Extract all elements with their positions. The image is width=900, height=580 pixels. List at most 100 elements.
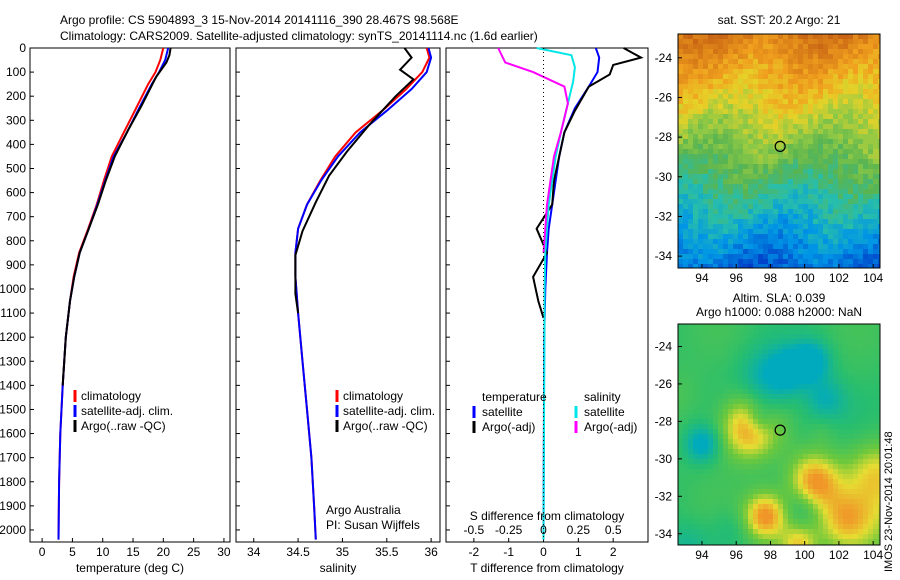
heatmap-cell [843, 204, 848, 209]
heatmap-cell [818, 539, 823, 544]
heatmap-cell [793, 114, 798, 119]
heatmap-cell [878, 389, 880, 394]
heatmap-cell [728, 164, 733, 169]
heatmap-cell [753, 69, 758, 74]
heatmap-cell [783, 354, 788, 359]
heatmap-cell [748, 514, 753, 519]
heatmap-cell [748, 354, 753, 359]
heatmap-cell [743, 389, 748, 394]
heatmap-cell [878, 104, 880, 109]
heatmap-cell [753, 249, 758, 254]
heatmap-cell [738, 454, 743, 459]
heatmap-cell [778, 114, 783, 119]
heatmap-cell [798, 444, 803, 449]
heatmap-cell [708, 344, 713, 349]
heatmap-cell [728, 429, 733, 434]
heatmap-cell [703, 324, 708, 329]
heatmap-cell [828, 174, 833, 179]
heatmap-cell [833, 484, 838, 489]
heatmap-cell [828, 39, 833, 44]
heatmap-cell [858, 524, 863, 529]
heatmap-cell [798, 324, 803, 329]
heatmap-cell [708, 129, 713, 134]
heatmap-cell [758, 259, 763, 264]
heatmap-cell [848, 449, 853, 454]
heatmap-cell [823, 424, 828, 429]
heatmap-cell [858, 144, 863, 149]
heatmap-cell [713, 234, 718, 239]
heatmap-cell [778, 524, 783, 529]
heatmap-cell [853, 444, 858, 449]
heatmap-cell [738, 539, 743, 544]
heatmap-cell [723, 439, 728, 444]
heatmap-cell [718, 534, 723, 539]
heatmap-cell [678, 74, 683, 79]
heatmap-cell [688, 239, 693, 244]
heatmap-cell [738, 429, 743, 434]
heatmap-cell [843, 119, 848, 124]
heatmap-cell [798, 64, 803, 69]
heatmap-cell [703, 99, 708, 104]
heatmap-cell [858, 414, 863, 419]
heatmap-cell [868, 164, 873, 169]
heatmap-cell [863, 419, 868, 424]
heatmap-cell [678, 509, 683, 514]
heatmap-cell [693, 139, 698, 144]
heatmap-cell [808, 164, 813, 169]
heatmap-cell [678, 364, 683, 369]
heatmap-cell [688, 244, 693, 249]
heatmap-cell [758, 364, 763, 369]
heatmap-cell [808, 49, 813, 54]
heatmap-cell [798, 209, 803, 214]
heatmap-cell [758, 494, 763, 499]
heatmap-cell [738, 254, 743, 259]
legend-group-title: salinity [584, 390, 621, 404]
heatmap-cell [793, 474, 798, 479]
heatmap-cell [693, 209, 698, 214]
heatmap-cell [818, 459, 823, 464]
heatmap-cell [688, 509, 693, 514]
heatmap-cell [818, 79, 823, 84]
heatmap-cell [738, 124, 743, 129]
heatmap-cell [708, 149, 713, 154]
heatmap-cell [763, 464, 768, 469]
heatmap-cell [878, 524, 880, 529]
heatmap-cell [803, 209, 808, 214]
heatmap-cell [788, 134, 793, 139]
heatmap-cell [753, 539, 758, 544]
heatmap-cell [738, 524, 743, 529]
heatmap-cell [688, 504, 693, 509]
heatmap-cell [698, 454, 703, 459]
heatmap-cell [763, 394, 768, 399]
heatmap-cell [858, 149, 863, 154]
heatmap-cell [748, 494, 753, 499]
heatmap-cell [698, 219, 703, 224]
heatmap-cell [688, 374, 693, 379]
heatmap-cell [868, 339, 873, 344]
heatmap-cell [838, 384, 843, 389]
heatmap-cell [678, 384, 683, 389]
heatmap-cell [693, 104, 698, 109]
heatmap-cell [863, 199, 868, 204]
heatmap-cell [818, 214, 823, 219]
heatmap-cell [723, 444, 728, 449]
heatmap-cell [728, 529, 733, 534]
heatmap-cell [873, 519, 878, 524]
heatmap-cell [813, 199, 818, 204]
heatmap-cell [858, 264, 863, 268]
heatmap-cell [743, 494, 748, 499]
heatmap-cell [878, 484, 880, 489]
heatmap-cell [833, 409, 838, 414]
heatmap-cell [723, 259, 728, 264]
heatmap-cell [773, 84, 778, 89]
heatmap-cell [783, 199, 788, 204]
heatmap-cell [803, 219, 808, 224]
heatmap-cell [748, 259, 753, 264]
heatmap-cell [798, 339, 803, 344]
heatmap-cell [728, 399, 733, 404]
heatmap-cell [833, 249, 838, 254]
heatmap-cell [783, 204, 788, 209]
heatmap-cell [733, 339, 738, 344]
heatmap-cell [843, 534, 848, 539]
heatmap-cell [838, 504, 843, 509]
